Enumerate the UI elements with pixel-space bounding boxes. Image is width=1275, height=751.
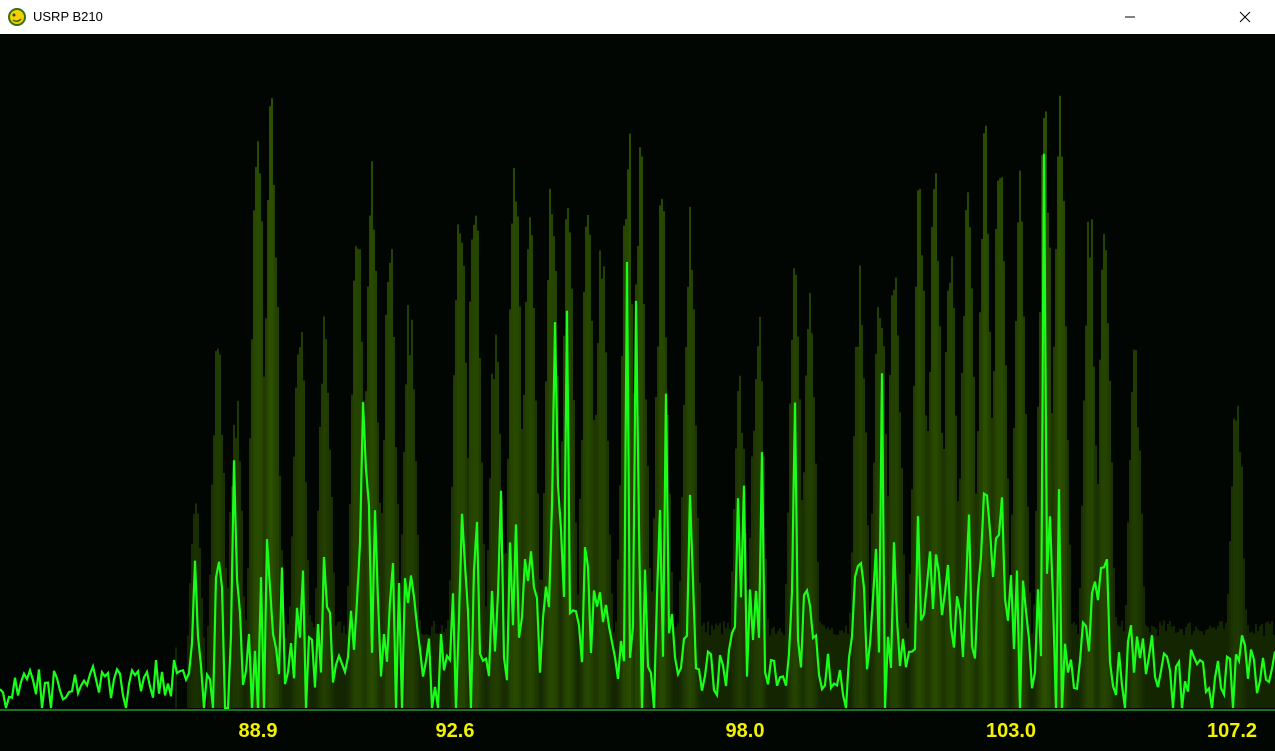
spectrum-trace xyxy=(0,153,1275,710)
window-title: USRP B210 xyxy=(33,9,103,24)
window-titlebar[interactable]: USRP B210 xyxy=(0,0,1275,34)
freq-label-1: 92.6 xyxy=(435,720,475,742)
freq-label-3: 103.0 xyxy=(985,720,1037,742)
spectrum-history-layer xyxy=(175,95,1275,708)
spectrum-display: 88.9 92.6 98.0 103.0 107.2 xyxy=(0,34,1275,751)
freq-label-2: 98.0 xyxy=(725,720,765,742)
close-icon xyxy=(1239,11,1251,23)
freq-label-4: 107.2 xyxy=(1206,720,1258,742)
spectrum-plot xyxy=(0,95,1275,711)
minimize-icon xyxy=(1125,16,1135,18)
python-snake-icon xyxy=(8,8,26,26)
minimize-button[interactable] xyxy=(1107,0,1153,34)
freq-label-0: 88.9 xyxy=(238,720,278,742)
close-button[interactable] xyxy=(1222,0,1268,34)
